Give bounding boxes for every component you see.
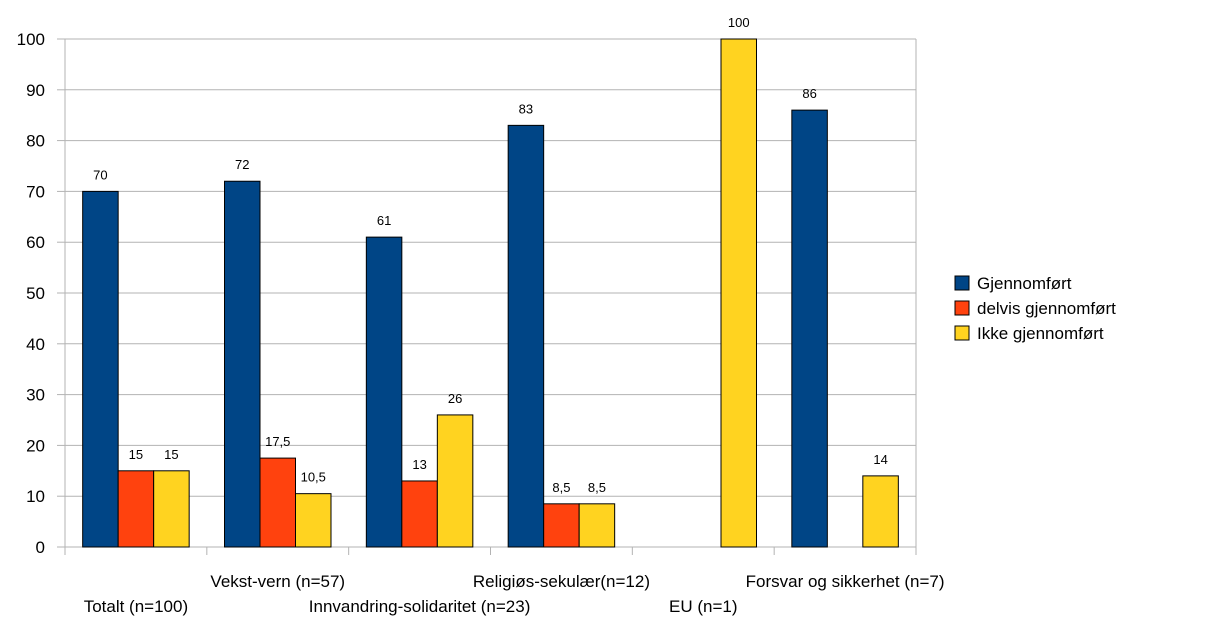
- bar-gjennomfort: [224, 180, 261, 548]
- y-tick-label: 40: [26, 335, 45, 354]
- data-label: 8,5: [588, 480, 606, 495]
- legend-swatch-gjennomfort: [954, 275, 970, 291]
- x-category-label: Innvandring-solidaritet (n=23): [309, 597, 531, 616]
- data-label: 15: [164, 447, 178, 462]
- y-tick-label: 0: [36, 538, 45, 557]
- x-category-label: Forsvar og sikkerhet (n=7): [746, 572, 945, 591]
- y-tick-label: 10: [26, 487, 45, 506]
- x-category-label: Religiøs-sekulær(n=12): [473, 572, 650, 591]
- gridlines: [65, 38, 916, 497]
- bar-ikke-gjennomfort: [295, 493, 332, 548]
- y-tick-label: 80: [26, 132, 45, 151]
- legend-label-gjennomfort: Gjennomført: [977, 274, 1072, 293]
- data-label: 8,5: [552, 480, 570, 495]
- legend-label-ikke-gjennomfort: Ikke gjennomført: [977, 324, 1104, 343]
- legend-label-delvis-gjennomfort: delvis gjennomført: [977, 299, 1116, 318]
- y-tick-label: 90: [26, 81, 45, 100]
- legend-swatch-ikke-gjennomfort: [954, 325, 970, 341]
- axes: 0 10 20 30 40 50 60 70 80 90 100 Totalt (n=100) Veks…: [17, 30, 945, 616]
- data-label: 100: [728, 15, 750, 30]
- bar-gjennomfort: [82, 190, 119, 548]
- data-label: 14: [873, 452, 887, 467]
- y-tick-label: 30: [26, 386, 45, 405]
- y-tick-label: 60: [26, 233, 45, 252]
- bar-delvis-gjennomfort: [259, 457, 296, 548]
- bar-ikke-gjennomfort: [436, 414, 474, 548]
- bar-gjennomfort: [365, 236, 403, 548]
- y-tick-label: 70: [26, 182, 45, 201]
- data-label: 61: [377, 213, 391, 228]
- bar-delvis-gjennomfort: [117, 470, 155, 548]
- data-label: 15: [129, 447, 143, 462]
- x-category-label: Vekst-vern (n=57): [210, 572, 345, 591]
- bar-delvis-gjennomfort: [543, 503, 580, 548]
- data-label: 72: [235, 157, 249, 172]
- legend-swatch-delvis-gjennomfort: [954, 300, 970, 316]
- legend: Gjennomført delvis gjennomført Ikke gjenno…: [954, 274, 1116, 343]
- bar-ikke-gjennomfort: [862, 475, 899, 548]
- x-category-label: Totalt (n=100): [84, 597, 188, 616]
- data-label: 10,5: [301, 470, 326, 485]
- data-label: 86: [802, 86, 816, 101]
- bar-ikke-gjennomfort: [153, 470, 190, 548]
- data-label: 13: [412, 457, 426, 472]
- data-label: 70: [93, 167, 107, 182]
- bars: [82, 38, 899, 548]
- data-label: 17,5: [265, 434, 290, 449]
- data-label: 26: [448, 391, 462, 406]
- x-category-label: EU (n=1): [669, 597, 738, 616]
- bar-ikke-gjennomfort: [720, 38, 757, 548]
- bar-delvis-gjennomfort: [401, 480, 438, 548]
- bar-ikke-gjennomfort: [578, 503, 616, 548]
- y-tick-label: 20: [26, 436, 45, 455]
- y-tick-label: 100: [17, 30, 45, 49]
- bar-gjennomfort: [791, 109, 828, 548]
- data-labels: 70 72 61 83 86 15 17,5 13 8,5 15 10,5 26 8,5 100 14: [93, 15, 888, 495]
- bar-gjennomfort: [507, 124, 545, 548]
- data-label: 83: [519, 101, 533, 116]
- y-tick-label: 50: [26, 284, 45, 303]
